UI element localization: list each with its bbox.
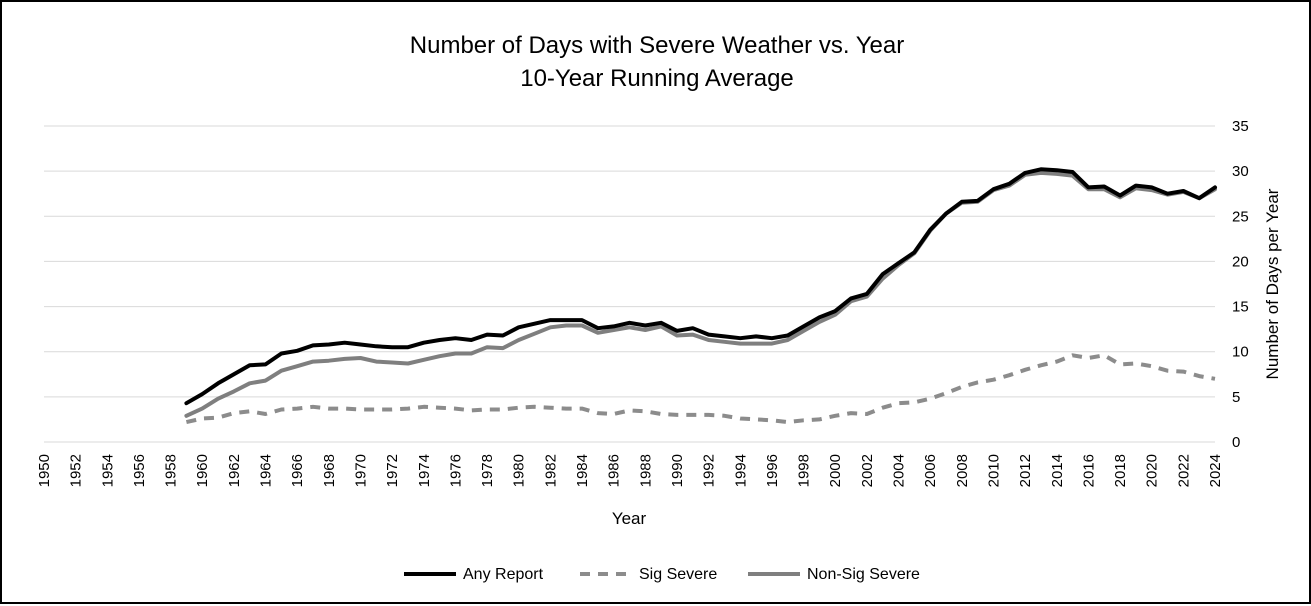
x-tick-label: 1960	[194, 454, 211, 487]
x-tick-label: 1998	[796, 454, 813, 487]
x-axis-title: Year	[612, 509, 647, 528]
x-tick-label: 1984	[574, 454, 591, 487]
x-tick-label: 2014	[1049, 454, 1066, 487]
x-tick-label: 1982	[542, 454, 559, 487]
legend: Any Report Sig Severe Non-Sig Severe	[404, 566, 920, 583]
x-tick-label: 1966	[289, 454, 306, 487]
y-axis-title: Number of Days per Year	[1263, 188, 1282, 379]
x-tick-label: 1980	[511, 454, 528, 487]
legend-label: Any Report	[463, 566, 544, 583]
y-tick-label: 15	[1232, 299, 1249, 316]
x-tick-label: 2008	[954, 454, 971, 487]
x-tick-label: 1972	[384, 454, 401, 487]
x-tick-label: 2016	[1080, 454, 1097, 487]
y-tick-label: 25	[1232, 208, 1249, 225]
y-tick-label: 30	[1232, 163, 1249, 180]
x-tick-label: 2024	[1207, 454, 1224, 487]
y-tick-label: 20	[1232, 253, 1249, 270]
x-tick-label: 1990	[669, 454, 686, 487]
x-tick-label: 2022	[1175, 454, 1192, 487]
x-tick-label: 1986	[606, 454, 623, 487]
x-tick-label: 1996	[764, 454, 781, 487]
y-axis-ticks: 0 5 10 15 20 25 30 35	[1232, 118, 1249, 451]
series-line-sig-severe	[185, 353, 1216, 425]
x-tick-label: 2000	[827, 454, 844, 487]
y-tick-label: 35	[1232, 118, 1249, 135]
x-tick-label: 2010	[985, 454, 1002, 487]
chart-subtitle: 10-Year Running Average	[520, 65, 794, 92]
y-tick-label: 5	[1232, 389, 1240, 406]
x-tick-label: 1992	[701, 454, 718, 487]
x-tick-label: 1962	[226, 454, 243, 487]
grid-lines	[44, 125, 1215, 443]
series-line-any-report	[184, 167, 1217, 406]
legend-label: Non-Sig Severe	[807, 566, 920, 583]
x-tick-label: 2006	[922, 454, 939, 487]
x-tick-label: 2012	[1017, 454, 1034, 487]
x-tick-label: 1978	[479, 454, 496, 487]
x-tick-label: 2004	[891, 454, 908, 487]
y-tick-label: 0	[1232, 434, 1240, 451]
x-tick-label: 1994	[732, 454, 749, 487]
x-tick-label: 1950	[36, 454, 53, 487]
x-tick-label: 1970	[352, 454, 369, 487]
x-tick-label: 2018	[1112, 454, 1129, 487]
x-tick-label: 2020	[1144, 454, 1161, 487]
x-tick-label: 1968	[321, 454, 338, 487]
x-tick-label: 1988	[637, 454, 654, 487]
x-axis-ticks: 1950 1952 1954 1956 1958 1960 1962 1964 1966 1968…	[36, 454, 1224, 487]
series-line-non-sig-severe	[184, 170, 1217, 418]
x-tick-label: 1958	[163, 454, 180, 487]
x-tick-label: 1974	[416, 454, 433, 487]
legend-label: Sig Severe	[639, 566, 717, 583]
x-tick-label: 1976	[447, 454, 464, 487]
x-tick-label: 1964	[258, 454, 275, 487]
x-tick-label: 1956	[131, 454, 148, 487]
x-tick-label: 2002	[859, 454, 876, 487]
y-tick-label: 10	[1232, 344, 1249, 361]
chart-title: Number of Days with Severe Weather vs. Y…	[410, 32, 904, 59]
x-tick-label: 1952	[68, 454, 85, 487]
x-tick-label: 1954	[99, 454, 116, 487]
plot-area	[184, 167, 1217, 425]
